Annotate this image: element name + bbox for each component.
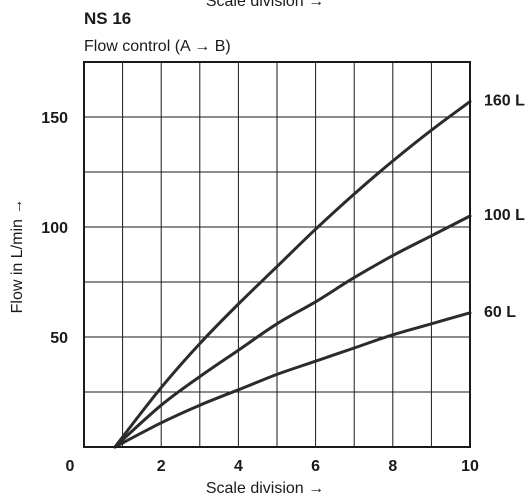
y-axis-title: Flow in L/min →: [9, 199, 26, 314]
series-line: [113, 214, 472, 449]
chart-title: NS 16: [84, 9, 131, 28]
grid: [84, 62, 470, 447]
top-clipped-text: Scale division →: [206, 0, 324, 10]
y-tick-label: 50: [50, 330, 68, 347]
plot-frame: [83, 61, 471, 448]
x-tick-labels: 0 2 4 6 8 10: [66, 458, 479, 475]
x-tick-label: 2: [157, 458, 166, 475]
x-tick-label: 10: [461, 458, 479, 475]
y-tick-labels: 50 100 150: [41, 110, 68, 347]
series-line: [113, 311, 472, 449]
x-tick-label: 8: [388, 458, 397, 475]
series-label: 160 L: [484, 93, 525, 110]
series-labels: 160 L 100 L 60 L: [484, 93, 525, 321]
x-axis-title: Scale division →: [206, 480, 324, 497]
series-line: [113, 100, 472, 449]
series-label: 60 L: [484, 304, 516, 321]
y-tick-label: 150: [41, 110, 68, 127]
x-tick-label: 0: [66, 458, 75, 475]
x-tick-label: 4: [234, 458, 243, 475]
x-tick-label: 6: [311, 458, 320, 475]
series-label: 100 L: [484, 207, 525, 224]
chart-subtitle: Flow control (A → B): [84, 38, 231, 55]
y-tick-label: 100: [41, 220, 68, 237]
series-lines: [113, 100, 472, 449]
